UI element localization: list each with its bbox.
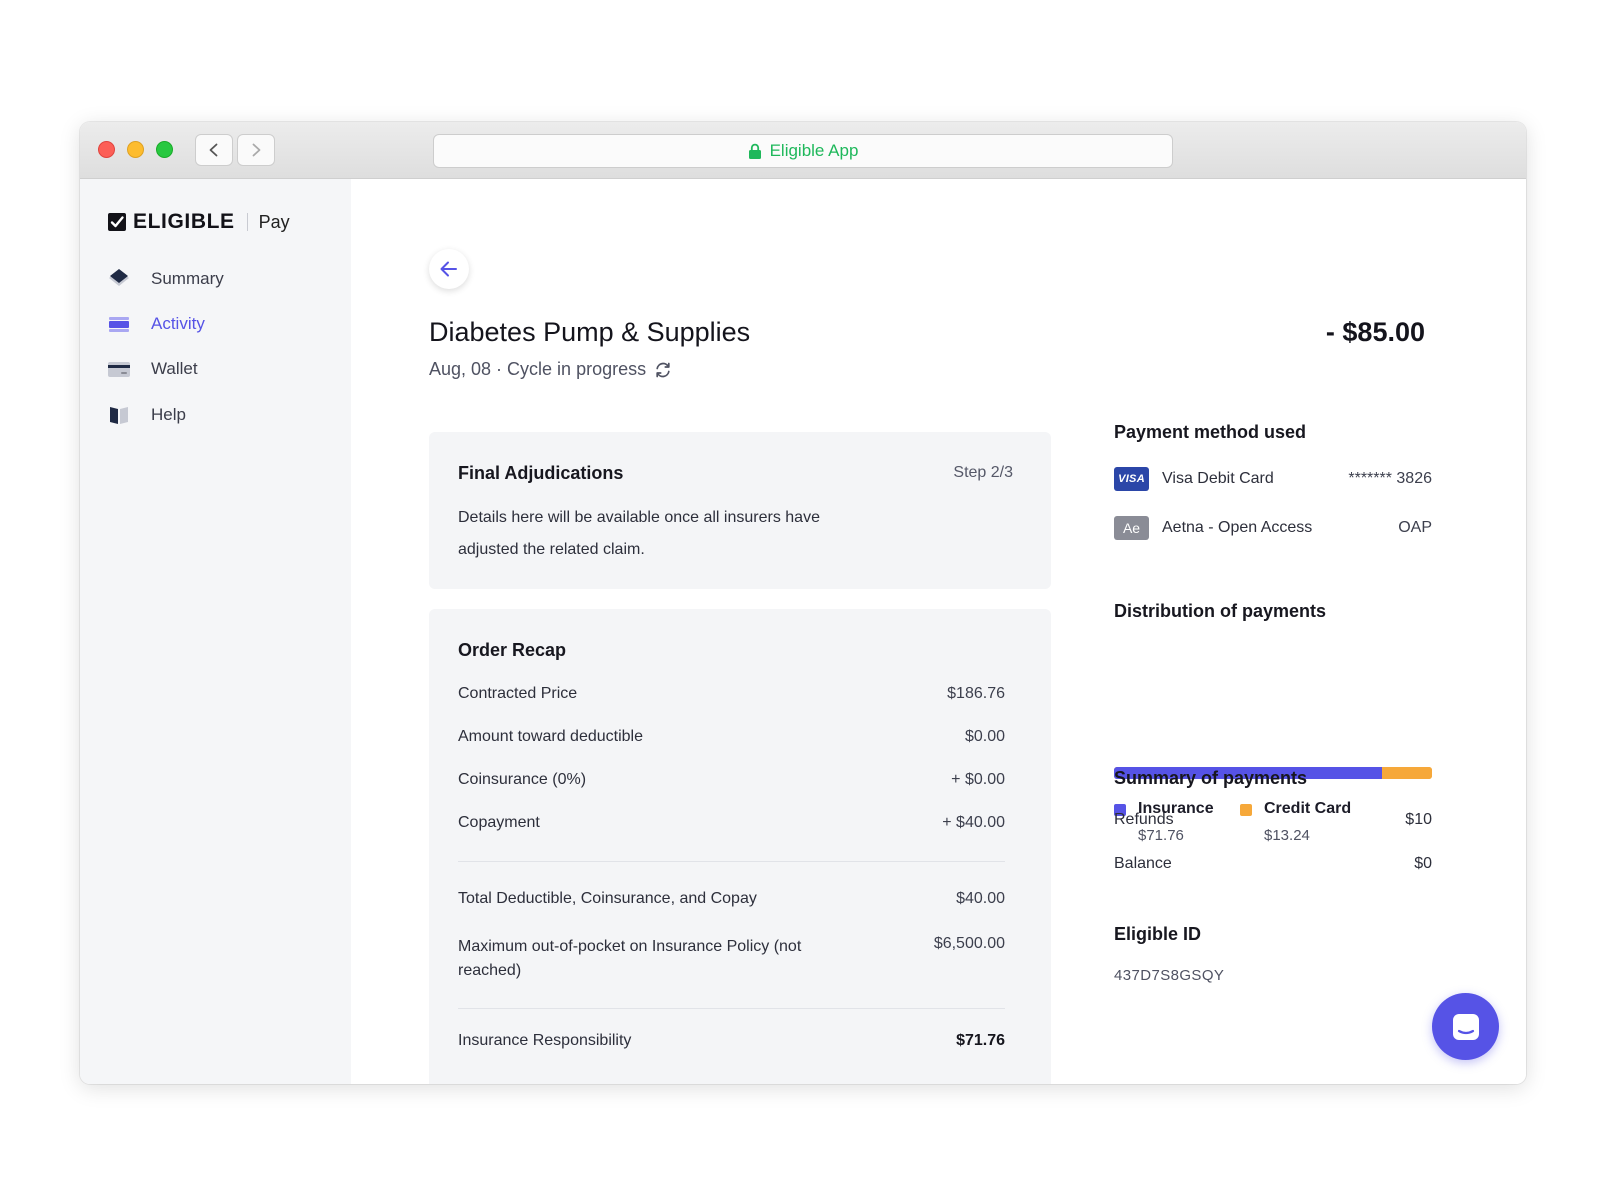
legend-item-insurance: Insurance $71.76	[1114, 800, 1214, 844]
chat-launcher-button[interactable]	[1432, 993, 1499, 1060]
legend-value: $13.24	[1264, 827, 1310, 844]
row-label: Insurance Responsibility	[458, 1032, 632, 1049]
legend-name: Credit Card	[1264, 800, 1352, 817]
card-title: Order Recap	[458, 640, 567, 660]
row-value: + $40.00	[942, 814, 1005, 831]
book-icon	[108, 404, 130, 426]
order-recap-card: Order Recap Contracted Price $186.76 Amo…	[429, 609, 1051, 1084]
row-value: $71.76	[956, 1032, 1005, 1049]
brand-logo[interactable]: ELIGIBLE Pay	[108, 210, 290, 234]
legend-value: $71.76	[1138, 827, 1184, 844]
close-window-button[interactable]	[98, 141, 115, 158]
address-bar[interactable]: Eligible App	[433, 134, 1173, 168]
payment-method-number: ******* 3826	[1348, 470, 1432, 487]
row-value: $10	[1405, 811, 1432, 828]
sidebar-item-label: Summary	[151, 269, 224, 288]
minimize-window-button[interactable]	[127, 141, 144, 158]
legend-swatch	[1114, 804, 1126, 816]
row-value: $186.76	[947, 685, 1005, 702]
summary-row-balance: Balance $0	[1114, 855, 1432, 873]
final-adjudications-card: Final Adjudications Step 2/3 Details her…	[429, 432, 1051, 589]
url-label: Eligible App	[769, 141, 859, 160]
recap-row: Amount toward deductible $0.00	[458, 728, 1005, 746]
title-bar: Eligible App	[80, 122, 1526, 179]
brand-name: ELIGIBLE	[133, 210, 235, 233]
sidebar-item-label: Activity	[151, 314, 205, 333]
lock-icon	[748, 143, 761, 159]
payment-method-name: Visa Debit Card	[1162, 470, 1274, 487]
browser-window: Eligible App ELIGIBLE Pay Summary Activi…	[80, 122, 1526, 1084]
sidebar-item-summary[interactable]: Summary	[108, 266, 224, 292]
layers-icon	[108, 268, 130, 290]
eligible-id-value: 437D7S8GSQY	[1114, 967, 1225, 984]
divider	[458, 1008, 1005, 1009]
recap-total-row: Maximum out-of-pocket on Insurance Polic…	[458, 935, 1005, 983]
adjudication-description: Details here will be available once all …	[458, 509, 820, 558]
page-title: Diabetes Pump & Supplies	[429, 317, 751, 347]
payment-method-name: Aetna - Open Access	[1162, 519, 1313, 536]
sidebar: ELIGIBLE Pay Summary Activity Wallet	[80, 179, 351, 1084]
sidebar-item-label: Wallet	[151, 359, 198, 378]
recap-total-row: Total Deductible, Coinsurance, and Copay…	[458, 890, 1005, 908]
chat-icon	[1452, 1013, 1479, 1040]
transaction-amount: - $85.00	[1325, 317, 1425, 347]
zoom-window-button[interactable]	[156, 141, 173, 158]
payment-method-row[interactable]: VISA Visa Debit Card ******* 3826	[1114, 466, 1432, 492]
row-value: + $0.00	[951, 771, 1005, 788]
summary-row-refunds: Refunds $10	[1114, 811, 1432, 829]
refresh-icon[interactable]	[654, 361, 672, 379]
recap-row: Coinsurance (0%) + $0.00	[458, 771, 1005, 789]
activity-icon	[108, 313, 130, 335]
row-label: Balance	[1114, 855, 1172, 872]
distribution-title: Distribution of payments	[1114, 601, 1327, 621]
back-button[interactable]	[429, 249, 469, 289]
payment-method-row[interactable]: Ae Aetna - Open Access OAP	[1114, 515, 1432, 541]
arrow-left-icon	[440, 261, 457, 277]
payment-method-plan: OAP	[1398, 519, 1432, 536]
card-icon	[108, 358, 130, 380]
row-label: Refunds	[1114, 811, 1174, 828]
row-value: $0	[1414, 855, 1432, 872]
distribution-bar	[1114, 767, 1432, 779]
step-indicator: Step 2/3	[953, 464, 1013, 481]
sidebar-item-help[interactable]: Help	[108, 402, 186, 428]
chevron-right-icon	[252, 143, 261, 157]
legend-name: Insurance	[1138, 800, 1214, 817]
row-label: Total Deductible, Coinsurance, and Copay	[458, 890, 757, 907]
row-value: $40.00	[956, 890, 1005, 907]
row-value: $6,500.00	[933, 935, 1005, 952]
row-label: Maximum out-of-pocket on Insurance Polic…	[458, 938, 802, 979]
checkbox-logo-icon	[108, 213, 126, 231]
insurance-responsibility-row: Insurance Responsibility $71.76	[458, 1032, 1005, 1050]
row-label: Coinsurance (0%)	[458, 771, 587, 788]
brand-divider	[246, 213, 248, 231]
sidebar-item-activity[interactable]: Activity	[108, 311, 205, 337]
browser-forward-button[interactable]	[237, 134, 275, 166]
legend-item-credit-card: Credit Card $13.24	[1240, 800, 1351, 844]
main-content: Diabetes Pump & Supplies - $85.00 Aug, 0…	[351, 179, 1526, 1084]
visa-icon: VISA	[1114, 467, 1149, 491]
payment-method-title: Payment method used	[1114, 422, 1307, 442]
distribution-bar-credit-card	[1382, 767, 1432, 779]
summary-payments-title: Summary of payments	[1114, 768, 1308, 788]
aetna-icon: Ae	[1114, 516, 1149, 540]
transaction-status: Aug, 08 · Cycle in progress	[429, 359, 647, 379]
transaction-subtitle: Aug, 08 · Cycle in progress	[429, 359, 672, 380]
row-label: Contracted Price	[458, 685, 578, 702]
legend-swatch	[1240, 804, 1252, 816]
sidebar-item-label: Help	[151, 405, 186, 424]
card-title: Final Adjudications	[458, 463, 624, 483]
divider	[458, 861, 1005, 862]
brand-product: Pay	[258, 211, 290, 232]
distribution-bar-insurance	[1114, 767, 1383, 779]
sidebar-item-wallet[interactable]: Wallet	[108, 356, 198, 382]
recap-row: Copayment + $40.00	[458, 814, 1005, 832]
chevron-left-icon	[209, 143, 218, 157]
row-value: $0.00	[964, 728, 1005, 745]
row-label: Copayment	[458, 814, 540, 831]
recap-row: Contracted Price $186.76	[458, 685, 1005, 703]
row-label: Amount toward deductible	[458, 728, 643, 745]
browser-back-button[interactable]	[195, 134, 233, 166]
eligible-id-title: Eligible ID	[1114, 924, 1202, 944]
